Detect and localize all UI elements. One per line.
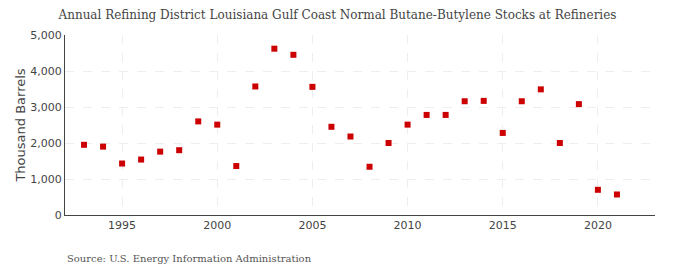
svg-text:0: 0 — [55, 209, 62, 222]
svg-text:2000: 2000 — [203, 219, 231, 232]
svg-text:2005: 2005 — [298, 219, 326, 232]
svg-text:4,000: 4,000 — [30, 65, 62, 78]
svg-text:2010: 2010 — [394, 219, 422, 232]
svg-text:1,000: 1,000 — [30, 173, 62, 186]
svg-text:2,000: 2,000 — [30, 137, 62, 150]
svg-text:5,000: 5,000 — [30, 29, 62, 42]
svg-text:2020: 2020 — [584, 219, 612, 232]
svg-text:1995: 1995 — [108, 219, 136, 232]
svg-text:Source: U.S. Energy Informatio: Source: U.S. Energy Information Administ… — [67, 253, 312, 264]
svg-text:3,000: 3,000 — [30, 101, 62, 114]
svg-text:2015: 2015 — [489, 219, 517, 232]
svg-text:Annual Refining District Louis: Annual Refining District Louisiana Gulf … — [58, 8, 617, 22]
svg-text:Thousand Barrels: Thousand Barrels — [13, 68, 28, 182]
